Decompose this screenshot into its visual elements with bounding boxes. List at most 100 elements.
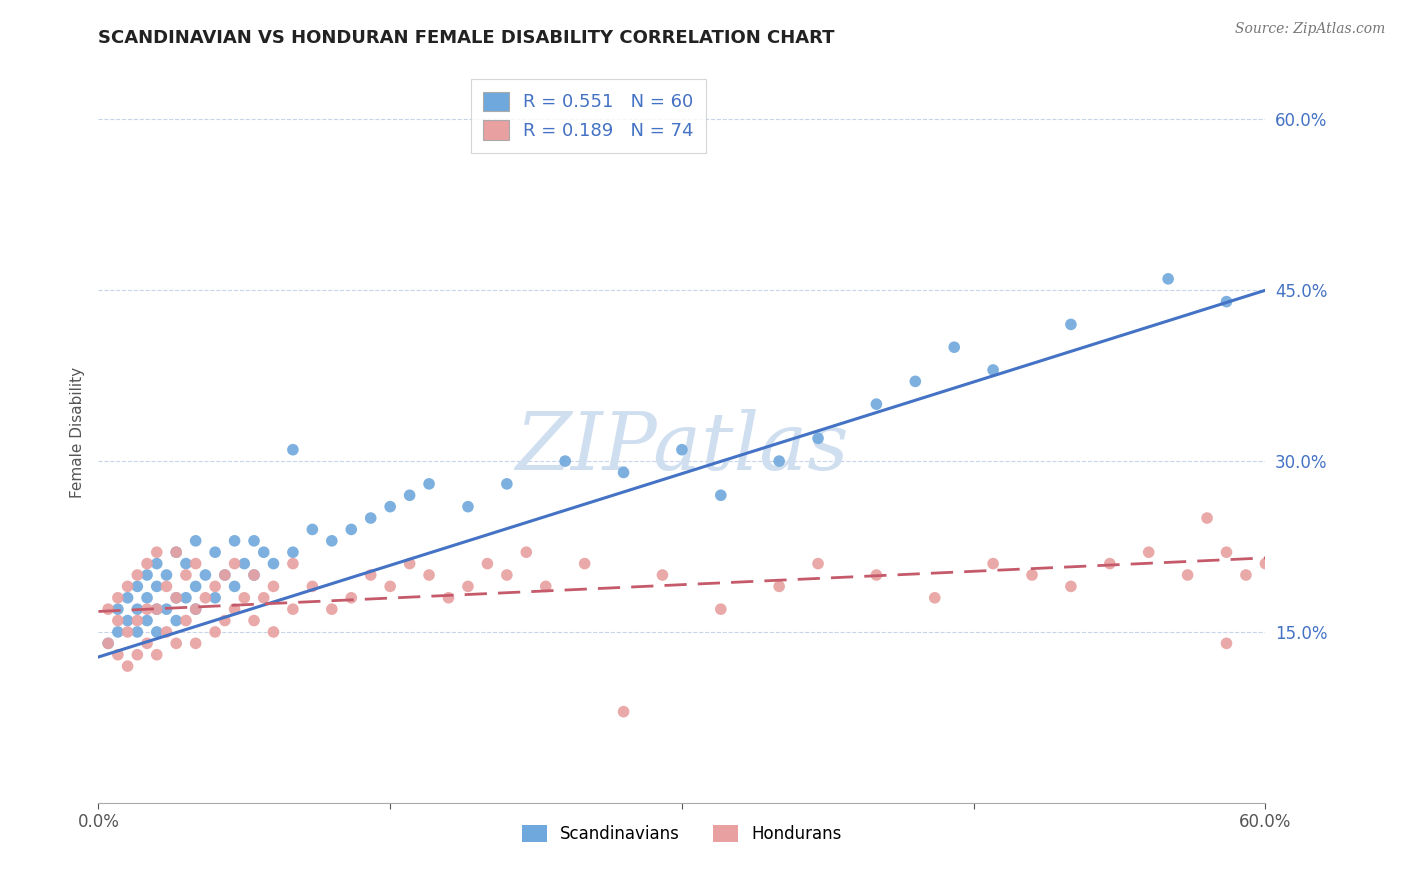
Point xyxy=(204,545,226,559)
Point xyxy=(243,568,266,582)
Point xyxy=(418,568,440,582)
Point xyxy=(807,431,830,445)
Point xyxy=(233,557,256,571)
Point xyxy=(554,454,576,468)
Point xyxy=(127,624,149,639)
Point xyxy=(174,568,197,582)
Point xyxy=(117,579,139,593)
Point xyxy=(904,375,927,389)
Point xyxy=(243,533,266,548)
Point xyxy=(127,614,149,628)
Point xyxy=(710,488,733,502)
Point xyxy=(97,636,120,650)
Point xyxy=(184,602,207,616)
Point xyxy=(496,476,519,491)
Point xyxy=(165,591,187,605)
Text: Source: ZipAtlas.com: Source: ZipAtlas.com xyxy=(1234,22,1385,37)
Point xyxy=(127,579,149,593)
Point xyxy=(165,591,187,605)
Point xyxy=(146,579,169,593)
Point xyxy=(360,568,382,582)
Point xyxy=(174,614,197,628)
Point xyxy=(97,602,120,616)
Point xyxy=(865,568,887,582)
Point xyxy=(224,533,246,548)
Text: SCANDINAVIAN VS HONDURAN FEMALE DISABILITY CORRELATION CHART: SCANDINAVIAN VS HONDURAN FEMALE DISABILI… xyxy=(98,29,835,47)
Point xyxy=(301,579,323,593)
Point xyxy=(418,476,440,491)
Point xyxy=(1060,579,1083,593)
Point xyxy=(281,557,304,571)
Point xyxy=(671,442,693,457)
Point xyxy=(262,557,284,571)
Point xyxy=(1021,568,1043,582)
Point xyxy=(184,557,207,571)
Point xyxy=(1137,545,1160,559)
Point xyxy=(437,591,460,605)
Point xyxy=(155,568,177,582)
Point xyxy=(155,579,177,593)
Point xyxy=(174,557,197,571)
Point xyxy=(136,636,159,650)
Point xyxy=(146,648,169,662)
Point xyxy=(1254,557,1277,571)
Point xyxy=(146,602,169,616)
Point xyxy=(117,591,139,605)
Point xyxy=(1234,568,1257,582)
Point xyxy=(184,602,207,616)
Point xyxy=(107,624,129,639)
Point xyxy=(224,602,246,616)
Point xyxy=(107,614,129,628)
Point xyxy=(204,591,226,605)
Point xyxy=(146,557,169,571)
Point xyxy=(281,442,304,457)
Point xyxy=(136,614,159,628)
Point xyxy=(214,614,236,628)
Point xyxy=(224,579,246,593)
Point xyxy=(107,602,129,616)
Point xyxy=(253,591,276,605)
Point xyxy=(340,523,363,537)
Point xyxy=(165,545,187,559)
Point xyxy=(613,466,636,480)
Point xyxy=(184,636,207,650)
Point xyxy=(360,511,382,525)
Legend: Scandinavians, Hondurans: Scandinavians, Hondurans xyxy=(515,819,849,850)
Point xyxy=(534,579,557,593)
Point xyxy=(398,488,420,502)
Point xyxy=(613,705,636,719)
Point xyxy=(281,602,304,616)
Point xyxy=(155,602,177,616)
Point xyxy=(146,624,169,639)
Point xyxy=(981,557,1004,571)
Point xyxy=(117,624,139,639)
Point xyxy=(768,454,790,468)
Point xyxy=(136,557,159,571)
Point xyxy=(1098,557,1121,571)
Y-axis label: Female Disability: Female Disability xyxy=(69,367,84,499)
Point xyxy=(107,591,129,605)
Point xyxy=(165,614,187,628)
Point xyxy=(194,591,217,605)
Point xyxy=(117,614,139,628)
Point xyxy=(224,557,246,571)
Point xyxy=(515,545,537,559)
Point xyxy=(477,557,499,571)
Point xyxy=(1157,272,1180,286)
Point xyxy=(768,579,790,593)
Point xyxy=(380,579,402,593)
Point xyxy=(398,557,420,571)
Point xyxy=(1177,568,1199,582)
Point xyxy=(457,579,479,593)
Point xyxy=(136,568,159,582)
Point xyxy=(865,397,887,411)
Point xyxy=(117,659,139,673)
Point xyxy=(127,648,149,662)
Point xyxy=(97,636,120,650)
Point xyxy=(127,602,149,616)
Point xyxy=(127,568,149,582)
Point xyxy=(107,648,129,662)
Point xyxy=(233,591,256,605)
Point xyxy=(574,557,596,571)
Point xyxy=(981,363,1004,377)
